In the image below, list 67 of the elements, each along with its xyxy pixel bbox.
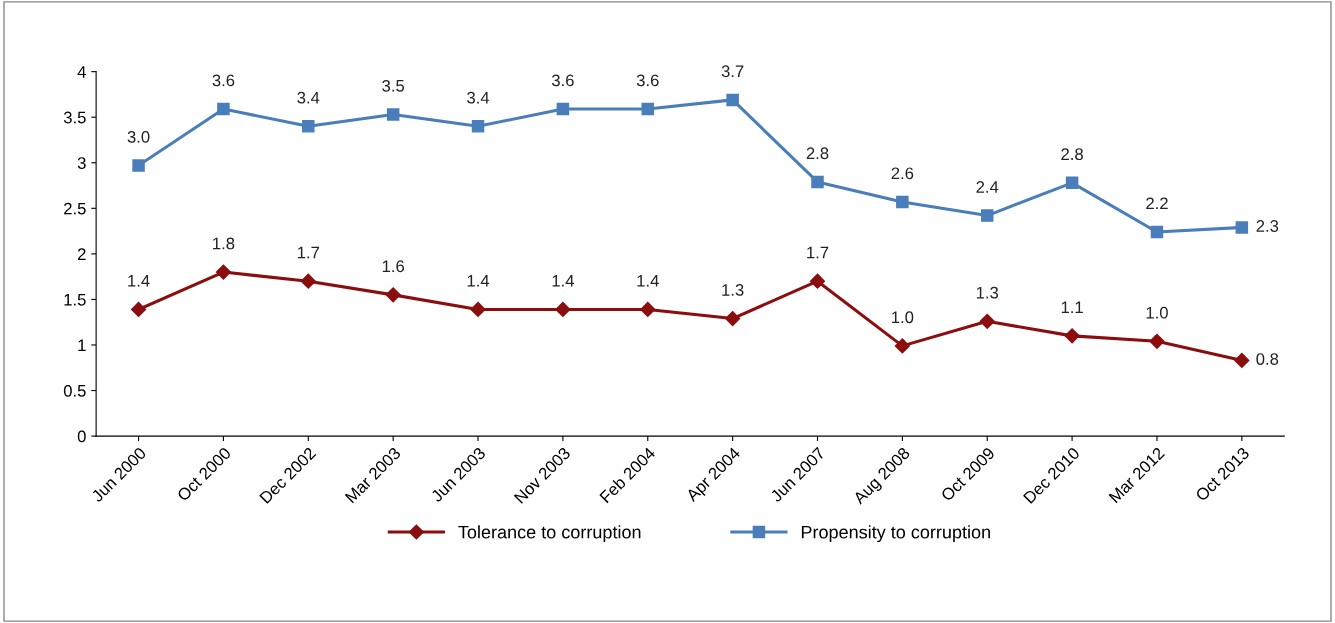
legend-label: Propensity to corruption (801, 525, 990, 543)
data-label: 3.6 (636, 74, 659, 87)
data-label: 3.7 (721, 65, 744, 78)
point (556, 102, 570, 116)
y-tick-label: 3 (77, 157, 86, 169)
point (385, 287, 401, 303)
point (811, 175, 824, 189)
point (980, 209, 994, 222)
point (217, 102, 230, 116)
point (809, 273, 826, 289)
data-label: 2.8 (806, 147, 829, 160)
point (471, 120, 485, 133)
data-label: 1.3 (976, 286, 999, 299)
data-label: 3.4 (297, 91, 320, 104)
data-label: 1.4 (552, 275, 574, 287)
point (979, 313, 995, 329)
y-tick-label: 1.5 (64, 294, 86, 306)
point (302, 120, 315, 133)
point (1234, 352, 1250, 369)
data-label: 3.5 (382, 79, 405, 92)
y-tick-label: 2.5 (64, 202, 86, 215)
data-label: 2.8 (1061, 148, 1083, 161)
y-tick-label: 1 (78, 339, 86, 352)
y-tick-label: 3.5 (63, 111, 86, 124)
point (470, 301, 486, 318)
data-label: 1.1 (1061, 301, 1083, 313)
point (896, 195, 909, 209)
y-tick-label: 0.5 (63, 384, 86, 397)
data-label: 2.6 (891, 167, 914, 180)
point (641, 102, 655, 116)
point (132, 159, 145, 172)
data-label: 3.0 (127, 130, 150, 143)
data-label: 1.0 (1146, 306, 1168, 319)
data-label: 0.8 (1256, 353, 1279, 365)
data-label: 3.6 (551, 74, 574, 87)
y-tick-label: 4 (77, 66, 86, 78)
point (1064, 328, 1080, 344)
point (1149, 333, 1165, 349)
data-label: 3.6 (212, 74, 235, 87)
point (726, 93, 739, 107)
data-label: 1.0 (892, 311, 914, 324)
data-label: 1.7 (807, 246, 829, 259)
data-label: 3.4 (467, 91, 490, 104)
point (555, 301, 571, 318)
data-label: 1.3 (722, 284, 744, 296)
point (300, 273, 316, 289)
data-label: 1.8 (213, 237, 235, 250)
data-label: 1.7 (297, 246, 320, 259)
point (215, 264, 231, 280)
point (1235, 221, 1249, 234)
legend-label: Tolerance to corruption (458, 525, 641, 543)
point (386, 108, 400, 121)
point (725, 310, 741, 327)
data-label: 1.4 (128, 275, 150, 287)
point (640, 301, 656, 318)
data-label: 2.3 (1256, 220, 1279, 232)
point (1150, 225, 1164, 239)
data-label: 2.4 (976, 181, 999, 193)
point (1065, 176, 1079, 190)
y-tick-label: 0 (77, 430, 86, 443)
data-label: 1.4 (467, 275, 490, 287)
data-label: 2.2 (1146, 197, 1168, 210)
point (894, 338, 910, 354)
y-tick-label: 2 (77, 248, 86, 260)
point (130, 301, 147, 318)
data-label: 1.4 (637, 275, 659, 287)
data-label: 1.6 (382, 260, 405, 273)
